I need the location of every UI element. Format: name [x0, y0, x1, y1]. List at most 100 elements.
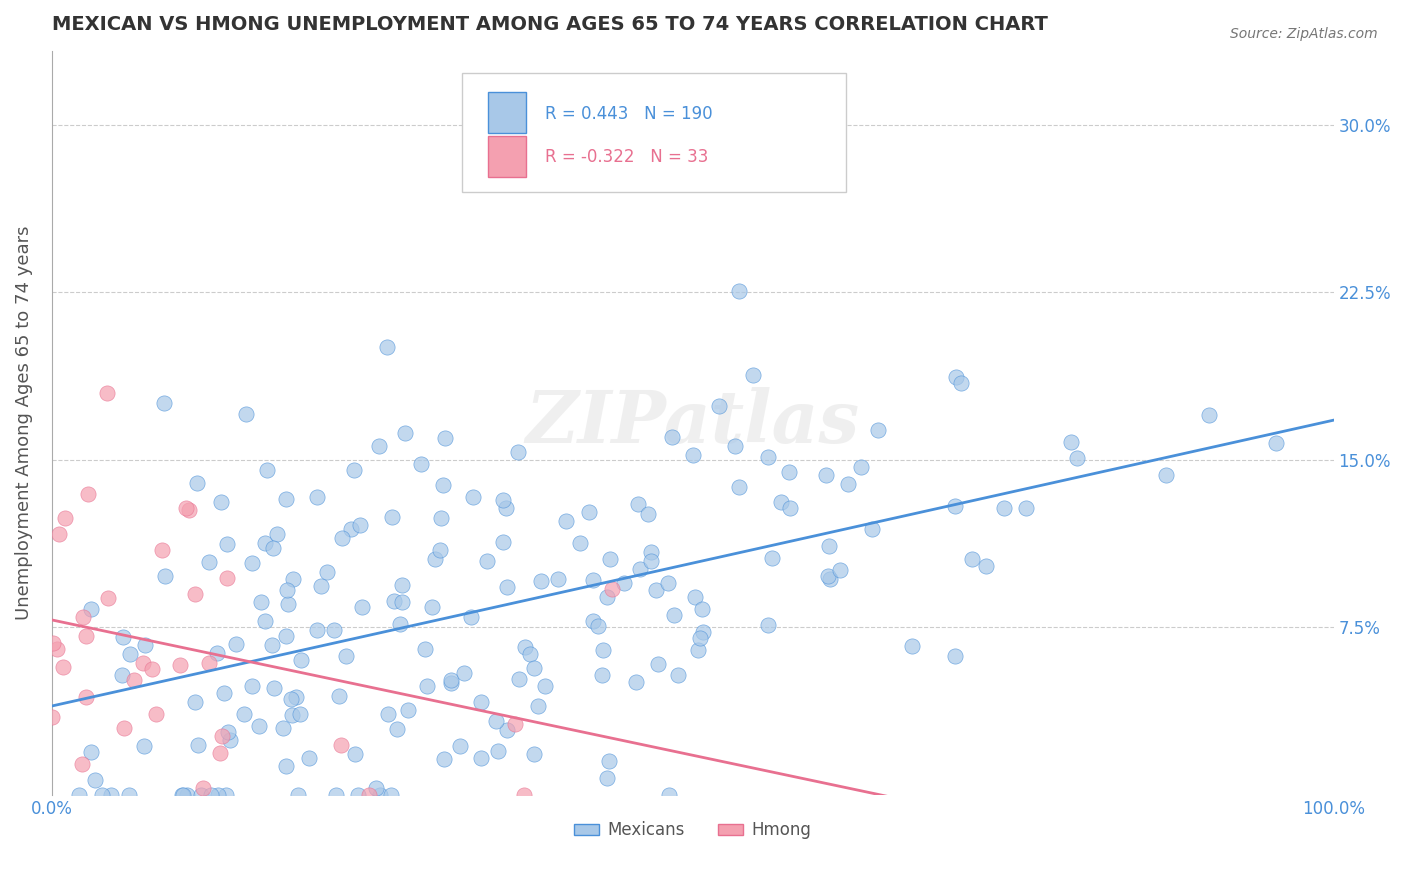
Point	[381, 509, 404, 524]
Point	[41, 636, 63, 650]
Point	[860, 523, 883, 537]
Point	[409, 457, 432, 471]
Point	[506, 445, 529, 459]
Point	[385, 723, 408, 737]
Point	[993, 500, 1015, 515]
Point	[209, 495, 232, 509]
Point	[470, 750, 492, 764]
Point	[91, 788, 114, 802]
Point	[254, 615, 277, 629]
Point	[150, 542, 173, 557]
Point	[285, 690, 308, 705]
Point	[366, 781, 388, 796]
Point	[837, 476, 859, 491]
Point	[626, 674, 648, 689]
Point	[682, 448, 704, 462]
Point	[449, 739, 471, 753]
Point	[277, 597, 299, 611]
Point	[368, 788, 391, 802]
Point	[172, 788, 194, 802]
Point	[420, 599, 443, 614]
Point	[191, 781, 214, 796]
Point	[851, 459, 873, 474]
Point	[742, 368, 765, 382]
Point	[591, 668, 613, 682]
Point	[534, 679, 557, 693]
Point	[211, 729, 233, 743]
Point	[690, 602, 713, 616]
Point	[96, 386, 118, 401]
Point	[274, 491, 297, 506]
Point	[599, 552, 621, 566]
Point	[640, 545, 662, 559]
Point	[688, 643, 710, 657]
Point	[276, 629, 298, 643]
Point	[200, 788, 222, 802]
Point	[131, 657, 153, 671]
Point	[97, 591, 120, 605]
Point	[100, 788, 122, 802]
Point	[290, 653, 312, 667]
Point	[425, 552, 447, 566]
Point	[943, 648, 966, 663]
Point	[900, 640, 922, 654]
Point	[198, 657, 221, 671]
Point	[266, 527, 288, 541]
Point	[75, 629, 97, 643]
Point	[523, 747, 546, 761]
Point	[340, 522, 363, 536]
Point	[330, 532, 353, 546]
Point	[377, 707, 399, 722]
Point	[288, 707, 311, 722]
Point	[595, 771, 617, 785]
Point	[153, 569, 176, 583]
Point	[779, 501, 801, 516]
Point	[281, 572, 304, 586]
Point	[523, 661, 546, 675]
Point	[613, 575, 636, 590]
Point	[225, 637, 247, 651]
Point	[169, 657, 191, 672]
Point	[453, 666, 475, 681]
Point	[637, 507, 659, 521]
Point	[80, 601, 103, 615]
Point	[145, 706, 167, 721]
Point	[818, 573, 841, 587]
Point	[330, 738, 353, 752]
Point	[689, 632, 711, 646]
Point	[530, 574, 553, 588]
Point	[382, 594, 405, 608]
Point	[215, 788, 238, 802]
Point	[375, 340, 398, 354]
Point	[430, 511, 453, 525]
Point	[707, 399, 730, 413]
Text: R = 0.443   N = 190: R = 0.443 N = 190	[546, 105, 713, 123]
Point	[495, 501, 517, 516]
Point	[280, 691, 302, 706]
Point	[485, 714, 508, 728]
Point	[215, 537, 238, 551]
Point	[298, 751, 321, 765]
Point	[433, 431, 456, 445]
Point	[112, 630, 135, 644]
Point	[111, 668, 134, 682]
Point	[758, 618, 780, 632]
Point	[240, 679, 263, 693]
Point	[212, 686, 235, 700]
Point	[122, 673, 145, 687]
Point	[761, 551, 783, 566]
Point	[184, 695, 207, 709]
Point	[486, 744, 509, 758]
Point	[440, 676, 463, 690]
Point	[508, 672, 530, 686]
Point	[396, 703, 419, 717]
Point	[118, 788, 141, 802]
Point	[53, 511, 76, 525]
Text: ZIPatlas: ZIPatlas	[526, 387, 859, 458]
Point	[496, 723, 519, 738]
Point	[134, 638, 156, 652]
Point	[503, 716, 526, 731]
Point	[141, 662, 163, 676]
Legend: Mexicans, Hmong: Mexicans, Hmong	[568, 814, 818, 846]
Point	[661, 430, 683, 444]
